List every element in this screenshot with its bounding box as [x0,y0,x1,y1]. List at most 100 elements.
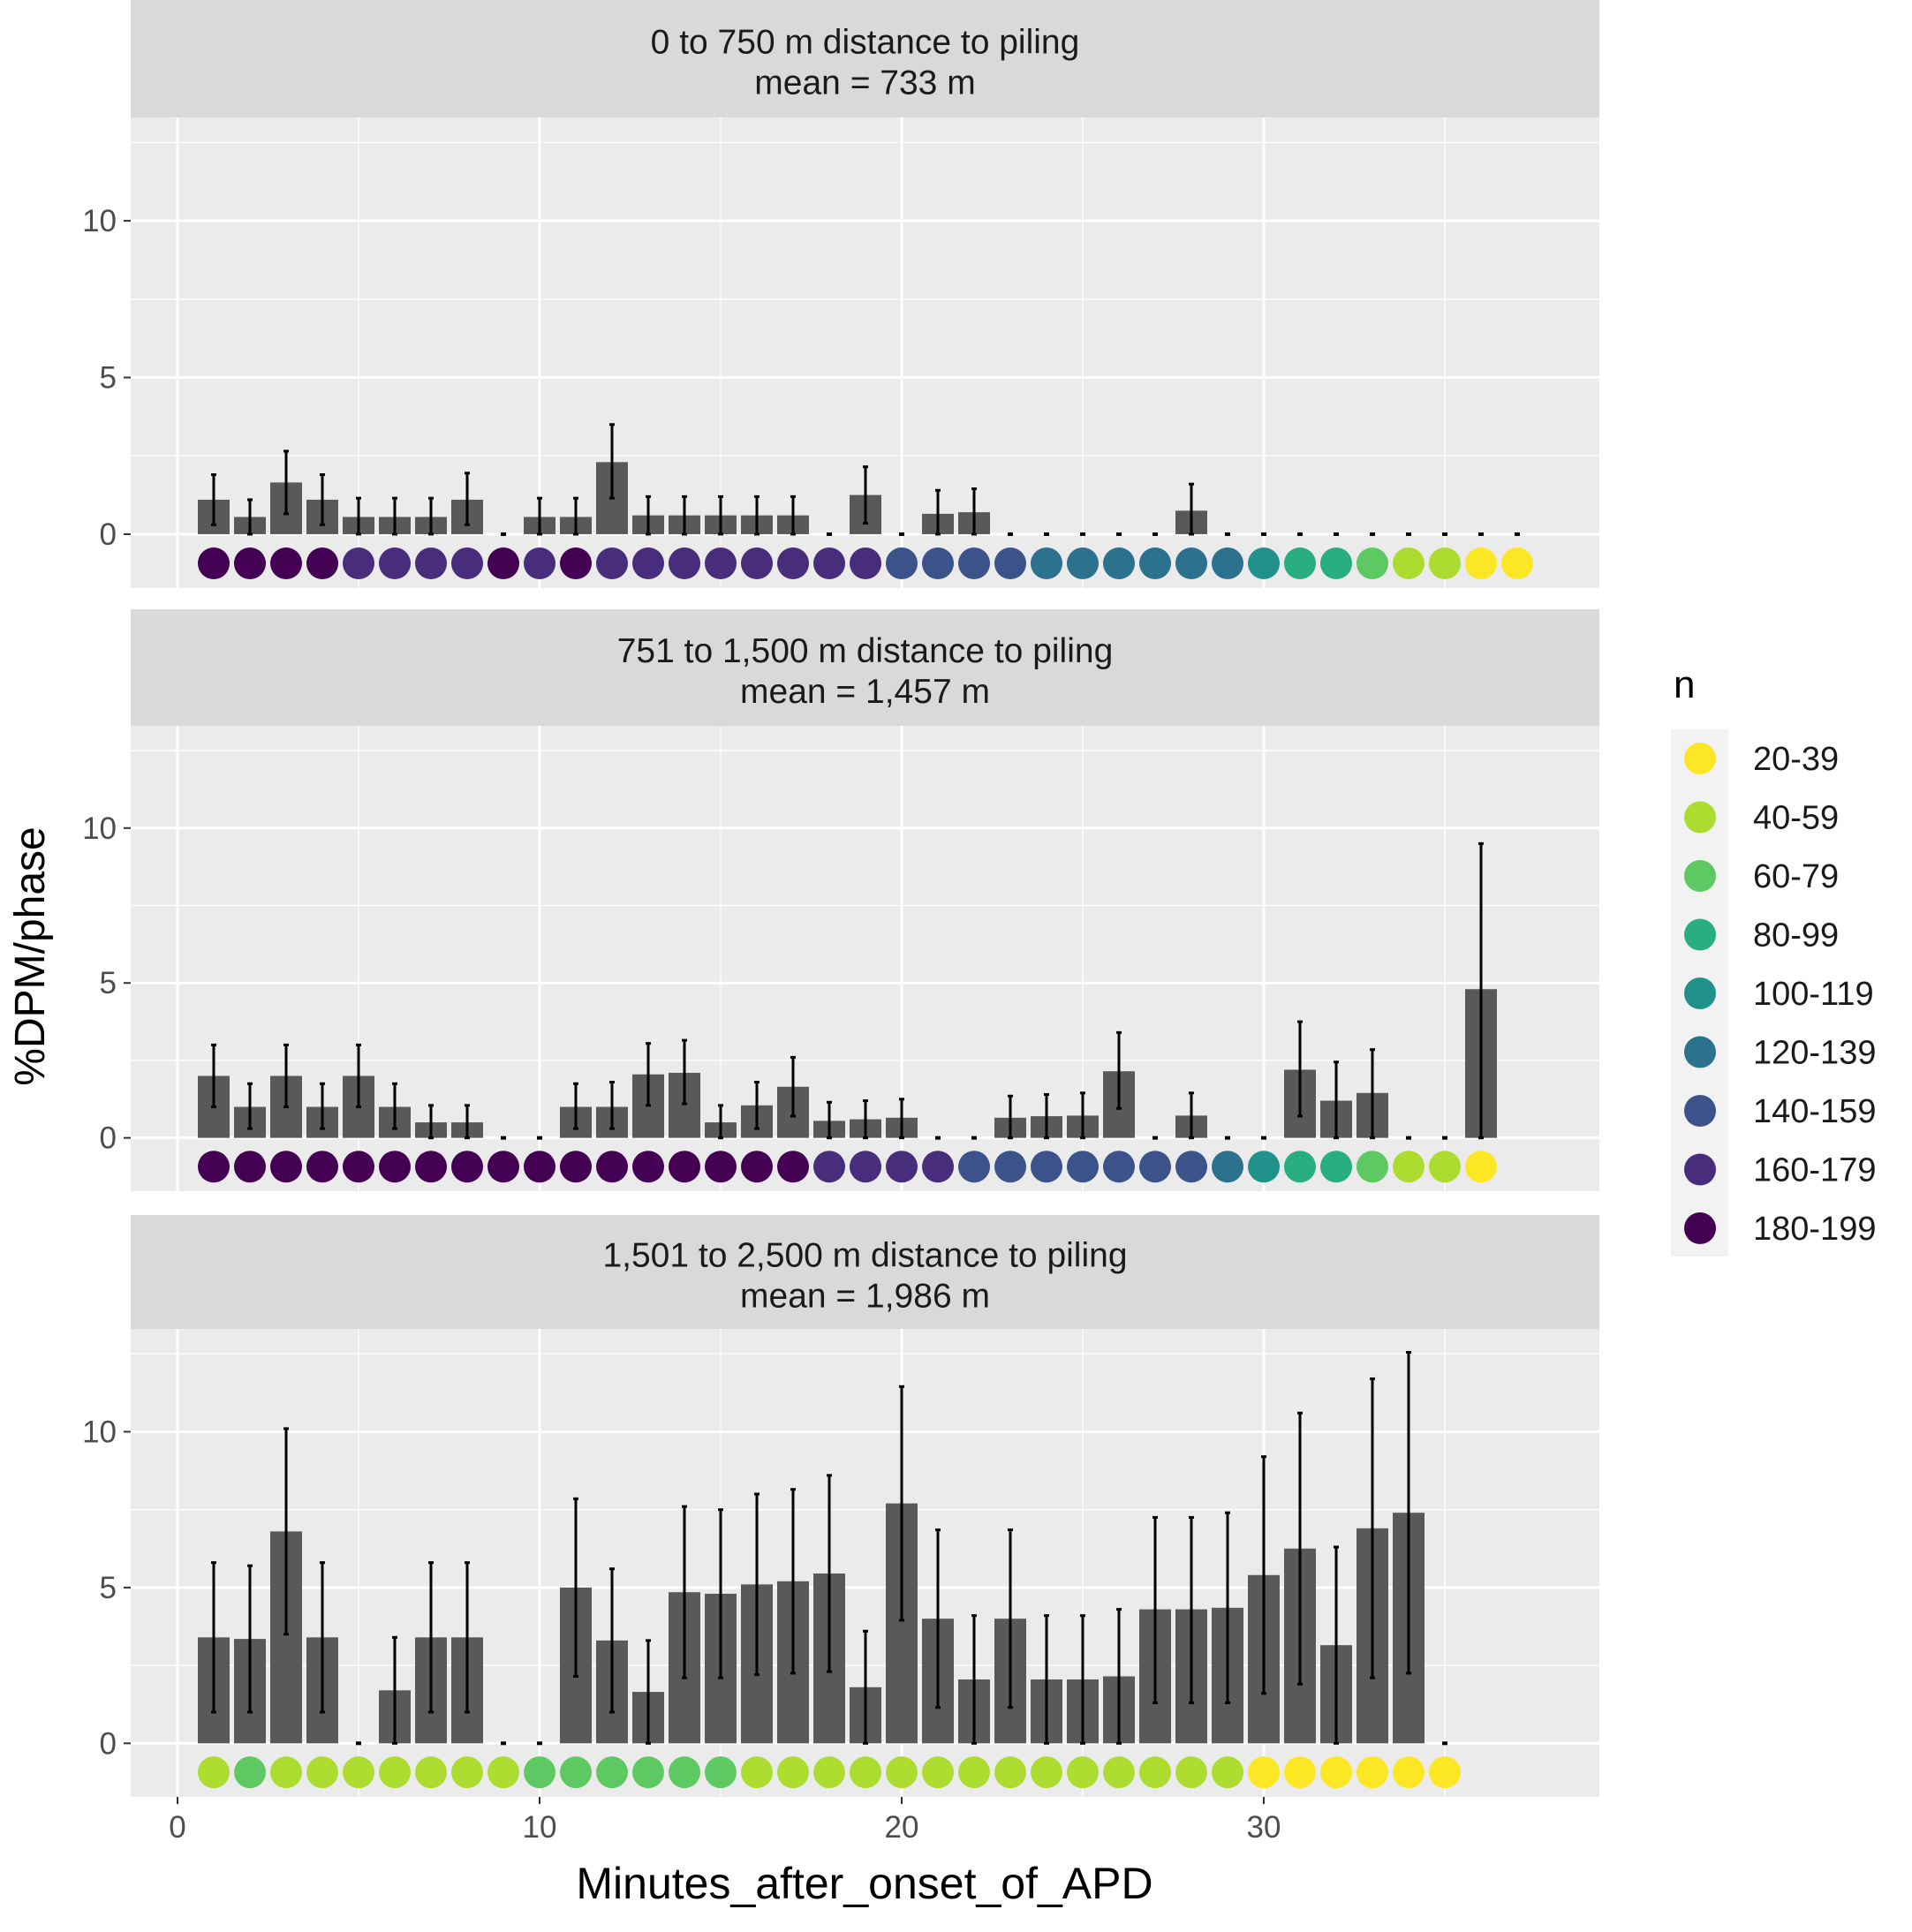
sample-size-dot [1067,1151,1099,1183]
panel-3: 1,501 to 2,500 m distance to pilingmean … [82,1215,1599,1845]
sample-size-dot [1284,1756,1316,1789]
zero-marker [899,532,904,536]
zero-marker [827,532,832,536]
sample-size-dot [741,1151,773,1183]
sample-size-dot [198,1151,230,1183]
sample-size-dot [850,1756,881,1789]
sample-size-dot [632,1151,664,1183]
sample-size-dot [1212,1756,1243,1789]
sample-size-dot [994,547,1026,579]
zero-marker [1370,532,1375,536]
sample-size-dot [198,547,230,579]
sample-size-dot [669,1756,700,1789]
legend: n 20-39 40-59 60-79 80-99 100-119 120-139 140-… [1671,663,1876,1257]
sample-size-dot [379,1151,411,1183]
legend-label: 180-199 [1753,1211,1876,1248]
legend-key-dot [1684,1212,1716,1244]
facet-title-line1: 1,501 to 2,500 m distance to piling [602,1237,1127,1275]
legend-label: 20-39 [1753,741,1839,778]
sample-size-dot [1103,547,1135,579]
facet-strip [131,1215,1599,1329]
zero-marker [537,1741,542,1746]
sample-size-dot [451,1756,483,1789]
sample-size-dot [1031,1756,1062,1789]
zero-marker [1478,532,1484,536]
legend-key-dot [1684,918,1716,951]
zero-marker [1406,1136,1411,1140]
sample-size-dot [1357,1151,1388,1183]
sample-size-dot [306,1756,338,1789]
y-tick-label: 5 [100,1571,117,1605]
sample-size-dot [705,547,737,579]
sample-size-dot [850,1151,881,1183]
sample-size-dot [1067,1756,1099,1789]
legend-label: 140-159 [1753,1093,1876,1130]
sample-size-dot [1139,1151,1171,1183]
sample-size-dot [777,1151,809,1183]
sample-size-dot [886,1151,918,1183]
sample-size-dot [922,1151,954,1183]
sample-size-dot [596,547,628,579]
sample-size-dot [306,1151,338,1183]
legend-label: 40-59 [1753,800,1839,837]
zero-marker [1442,532,1447,536]
sample-size-dot [560,1151,592,1183]
sample-size-dot [1393,1756,1425,1789]
zero-marker [1442,1136,1447,1140]
sample-size-dot [1284,1151,1316,1183]
sample-size-dot [632,1756,664,1789]
sample-size-dot [1248,547,1280,579]
sample-size-dot [343,547,374,579]
sample-size-dot [596,1151,628,1183]
sample-size-dot [596,1756,628,1789]
facet-title-line2: mean = 1,457 m [740,673,990,711]
legend-label: 80-99 [1753,917,1839,955]
legend-label: 120-139 [1753,1035,1876,1072]
sample-size-dot [994,1756,1026,1789]
sample-size-dot [524,547,555,579]
zero-marker [1261,532,1266,536]
zero-marker [1515,532,1520,536]
sample-size-dot [741,1756,773,1789]
sample-size-dot [234,1756,266,1789]
y-tick-label: 0 [100,1121,117,1156]
y-tick-label: 5 [100,361,117,396]
legend-key-dot [1684,743,1716,774]
sample-size-dot [306,547,338,579]
sample-size-dot [415,1151,447,1183]
sample-size-dot [1067,547,1099,579]
legend-key-dot [1684,801,1716,834]
x-tick-label: 20 [885,1810,919,1845]
zero-marker [1044,532,1049,536]
sample-size-dot [669,547,700,579]
sample-size-dot [1465,1151,1497,1183]
sample-size-dot [1320,547,1352,579]
sample-size-dot [1284,547,1316,579]
sample-size-dot [669,1151,700,1183]
sample-size-dot [813,1151,845,1183]
sample-size-dot [741,547,773,579]
sample-size-dot [487,547,519,579]
sample-size-dot [1031,1151,1062,1183]
sample-size-dot [343,1756,374,1789]
sample-size-dot [1429,1756,1461,1789]
zero-marker [935,1136,941,1140]
sample-size-dot [1357,1756,1388,1789]
facet-title-line2: mean = 1,986 m [740,1278,990,1316]
y-axis-title: %DPM/phase [7,826,54,1085]
sample-size-dot [994,1151,1026,1183]
sample-size-dot [1103,1756,1135,1789]
zero-marker [1334,532,1339,536]
zero-marker [1225,1136,1230,1140]
sample-size-dot [777,1756,809,1789]
x-axis-title: Minutes_after_onset_of_APD [576,1859,1152,1908]
sample-size-dot [270,1151,302,1183]
legend-title: n [1674,663,1695,706]
legend-label: 60-79 [1753,858,1839,895]
sample-size-dot [1139,1756,1171,1789]
y-tick-label: 10 [82,1415,117,1449]
sample-size-dot [1175,1151,1207,1183]
